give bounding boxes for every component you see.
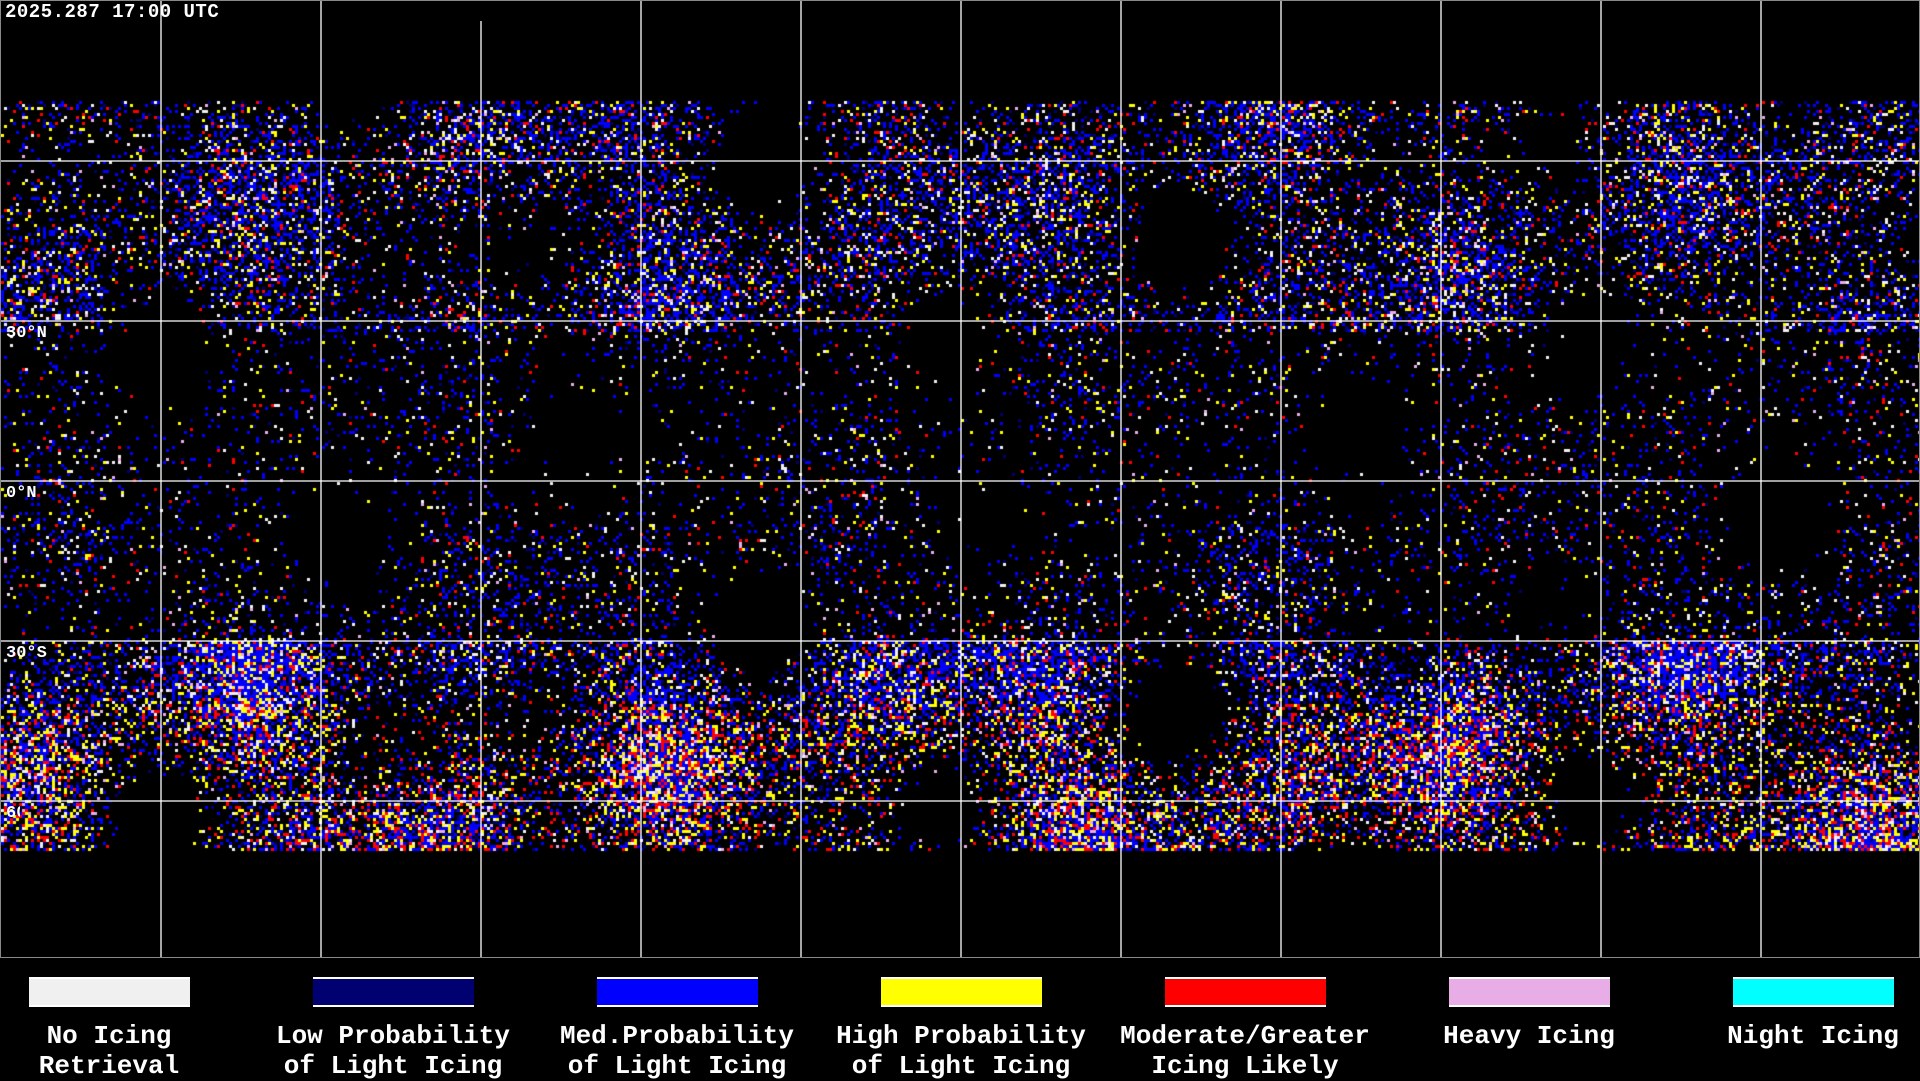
lat-label-60s: 60°S [6,804,20,823]
legend-label: Low Probability of Light Icing [275,1021,511,1081]
legend-swatch [880,977,1042,1007]
legend-label: No Icing Retrieval [38,1021,180,1081]
legend-label: Med.Probability of Light Icing [559,1021,795,1081]
legend-swatch [596,977,758,1007]
lat-lon-grid [1,1,1919,957]
legend-swatch [1448,977,1610,1007]
legend-swatch [312,977,474,1007]
lat-label-30n: 30°N [6,324,47,343]
legend-item-moderate-greater: Moderate/Greater Icing Likely [1120,977,1370,1081]
legend: No Icing Retrieval Low Probability of Li… [0,958,1920,1081]
legend-label: Heavy Icing [1443,1021,1615,1051]
legend-item-night-icing: Night Icing [1688,977,1920,1051]
legend-item-no-icing: No Icing Retrieval [0,977,234,1081]
icing-map: 2025.287 17:00 UTC 30°N 0°N 30°S 60°S [0,0,1920,958]
legend-swatch [28,977,190,1007]
lat-label-0n: 0°N [6,484,37,503]
legend-label: High Probability of Light Icing [836,1021,1086,1081]
legend-swatch [1164,977,1326,1007]
legend-label: Night Icing [1727,1021,1899,1051]
timestamp: 2025.287 17:00 UTC [5,1,220,23]
legend-swatch [1732,977,1894,1007]
legend-item-high-probability: High Probability of Light Icing [836,977,1086,1081]
legend-item-med-probability: Med.Probability of Light Icing [552,977,802,1081]
legend-item-low-probability: Low Probability of Light Icing [268,977,518,1081]
lat-label-30s: 30°S [6,644,47,663]
legend-item-heavy-icing: Heavy Icing [1404,977,1654,1051]
legend-label: Moderate/Greater Icing Likely [1120,1021,1370,1081]
